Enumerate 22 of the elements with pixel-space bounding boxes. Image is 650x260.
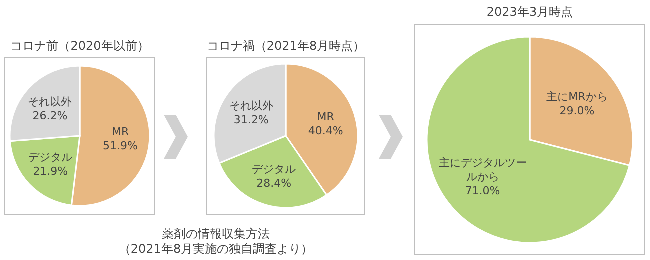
slice-label: MR	[112, 125, 130, 138]
pie-slice	[426, 36, 631, 244]
slice-label: MR	[317, 110, 335, 124]
slice-label: 主にMRから	[546, 90, 608, 104]
data-label: 51.9%	[103, 139, 138, 152]
data-label: 28.4%	[256, 177, 292, 190]
data-label: 40.4%	[308, 124, 344, 138]
text: 薬剤の情報収集方法	[162, 227, 270, 241]
chart-title: 2023年3月時点	[486, 5, 574, 19]
slice-label: デジタル	[252, 163, 296, 176]
data-label: 29.0%	[560, 104, 595, 118]
text: （2021年8月実施の独自調査より）	[118, 242, 314, 256]
data-label: 71.0%	[465, 184, 500, 198]
slice-label: デジタル	[28, 151, 73, 164]
slice-label: 主にデジタルツールから	[438, 156, 527, 184]
chart-title: コロナ前（2020年以前）	[10, 39, 150, 53]
data-label: 21.9%	[33, 165, 68, 178]
data-label: 26.2%	[32, 109, 68, 122]
data-label: 31.2%	[234, 114, 269, 127]
slice-label: それ以外	[229, 100, 274, 113]
chart-title: コロナ禍（2021年8月時点）	[206, 39, 366, 53]
slice-label: それ以外	[28, 95, 72, 108]
